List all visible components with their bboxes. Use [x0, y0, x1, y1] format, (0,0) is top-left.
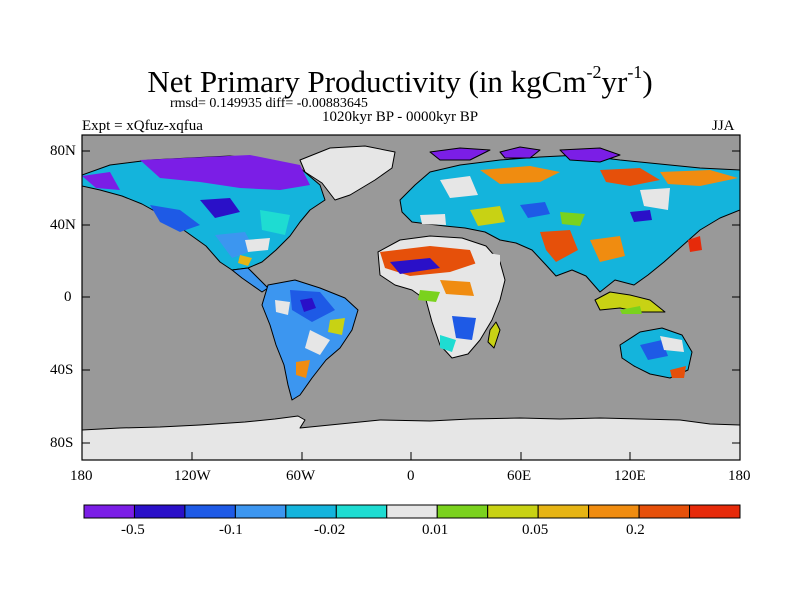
colorbar-label: -0.02 — [314, 522, 346, 538]
colorbar-label: 0.2 — [626, 522, 645, 538]
experiment-text: Expt = xQfuz-xqfua — [82, 118, 203, 134]
page-title: Net Primary Productivity (in kgCm-2yr-1) — [147, 62, 653, 99]
colorbar-box — [184, 504, 236, 519]
x-tick-label: 60W — [286, 468, 316, 484]
colorbar-label: -0.5 — [121, 522, 145, 538]
antarctica — [82, 415, 740, 460]
colorbar-label: 0.01 — [422, 522, 449, 538]
arctic-islands — [429, 146, 621, 163]
colorbar-box — [487, 504, 539, 519]
x-tick-label: 0 — [407, 468, 415, 484]
colorbar-box — [588, 504, 640, 519]
colorbar-box — [83, 504, 135, 519]
colorbar-box — [133, 504, 186, 519]
colorbar-label: -0.1 — [219, 522, 243, 538]
y-tick-label: 40S — [50, 362, 74, 378]
colorbar-box — [234, 504, 287, 519]
central-america — [231, 267, 269, 293]
x-tick-marks — [81, 452, 741, 460]
colorbar-box — [335, 504, 388, 519]
x-tick-label: 120W — [174, 468, 211, 484]
colorbar-box — [638, 504, 691, 519]
madagascar — [487, 321, 501, 349]
colorbar-box — [689, 504, 741, 519]
y-tick-label: 80N — [50, 143, 76, 159]
colorbar-box — [386, 504, 438, 519]
x-tick-label: 180 — [728, 468, 751, 484]
y-tick-label: 40N — [50, 217, 76, 233]
y-tick-label: 0 — [64, 289, 72, 305]
colorbar-box — [436, 504, 489, 519]
colorbar-box — [537, 504, 590, 519]
x-tick-label: 120E — [614, 468, 646, 484]
colorbar-box — [285, 504, 337, 519]
x-tick-label: 60E — [507, 468, 532, 484]
stats-text: rmsd= 0.149935 diff= -0.00883645 — [170, 96, 368, 111]
y-tick-label: 80S — [50, 435, 74, 451]
maritime-continent — [594, 291, 666, 313]
greenland — [299, 145, 396, 201]
season-text: JJA — [712, 118, 735, 134]
colorbar-label: 0.05 — [522, 522, 549, 538]
x-tick-label: 180 — [70, 468, 93, 484]
period-text: 1020kyr BP - 0000kyr BP — [322, 109, 479, 125]
y-tick-marks — [82, 150, 740, 444]
